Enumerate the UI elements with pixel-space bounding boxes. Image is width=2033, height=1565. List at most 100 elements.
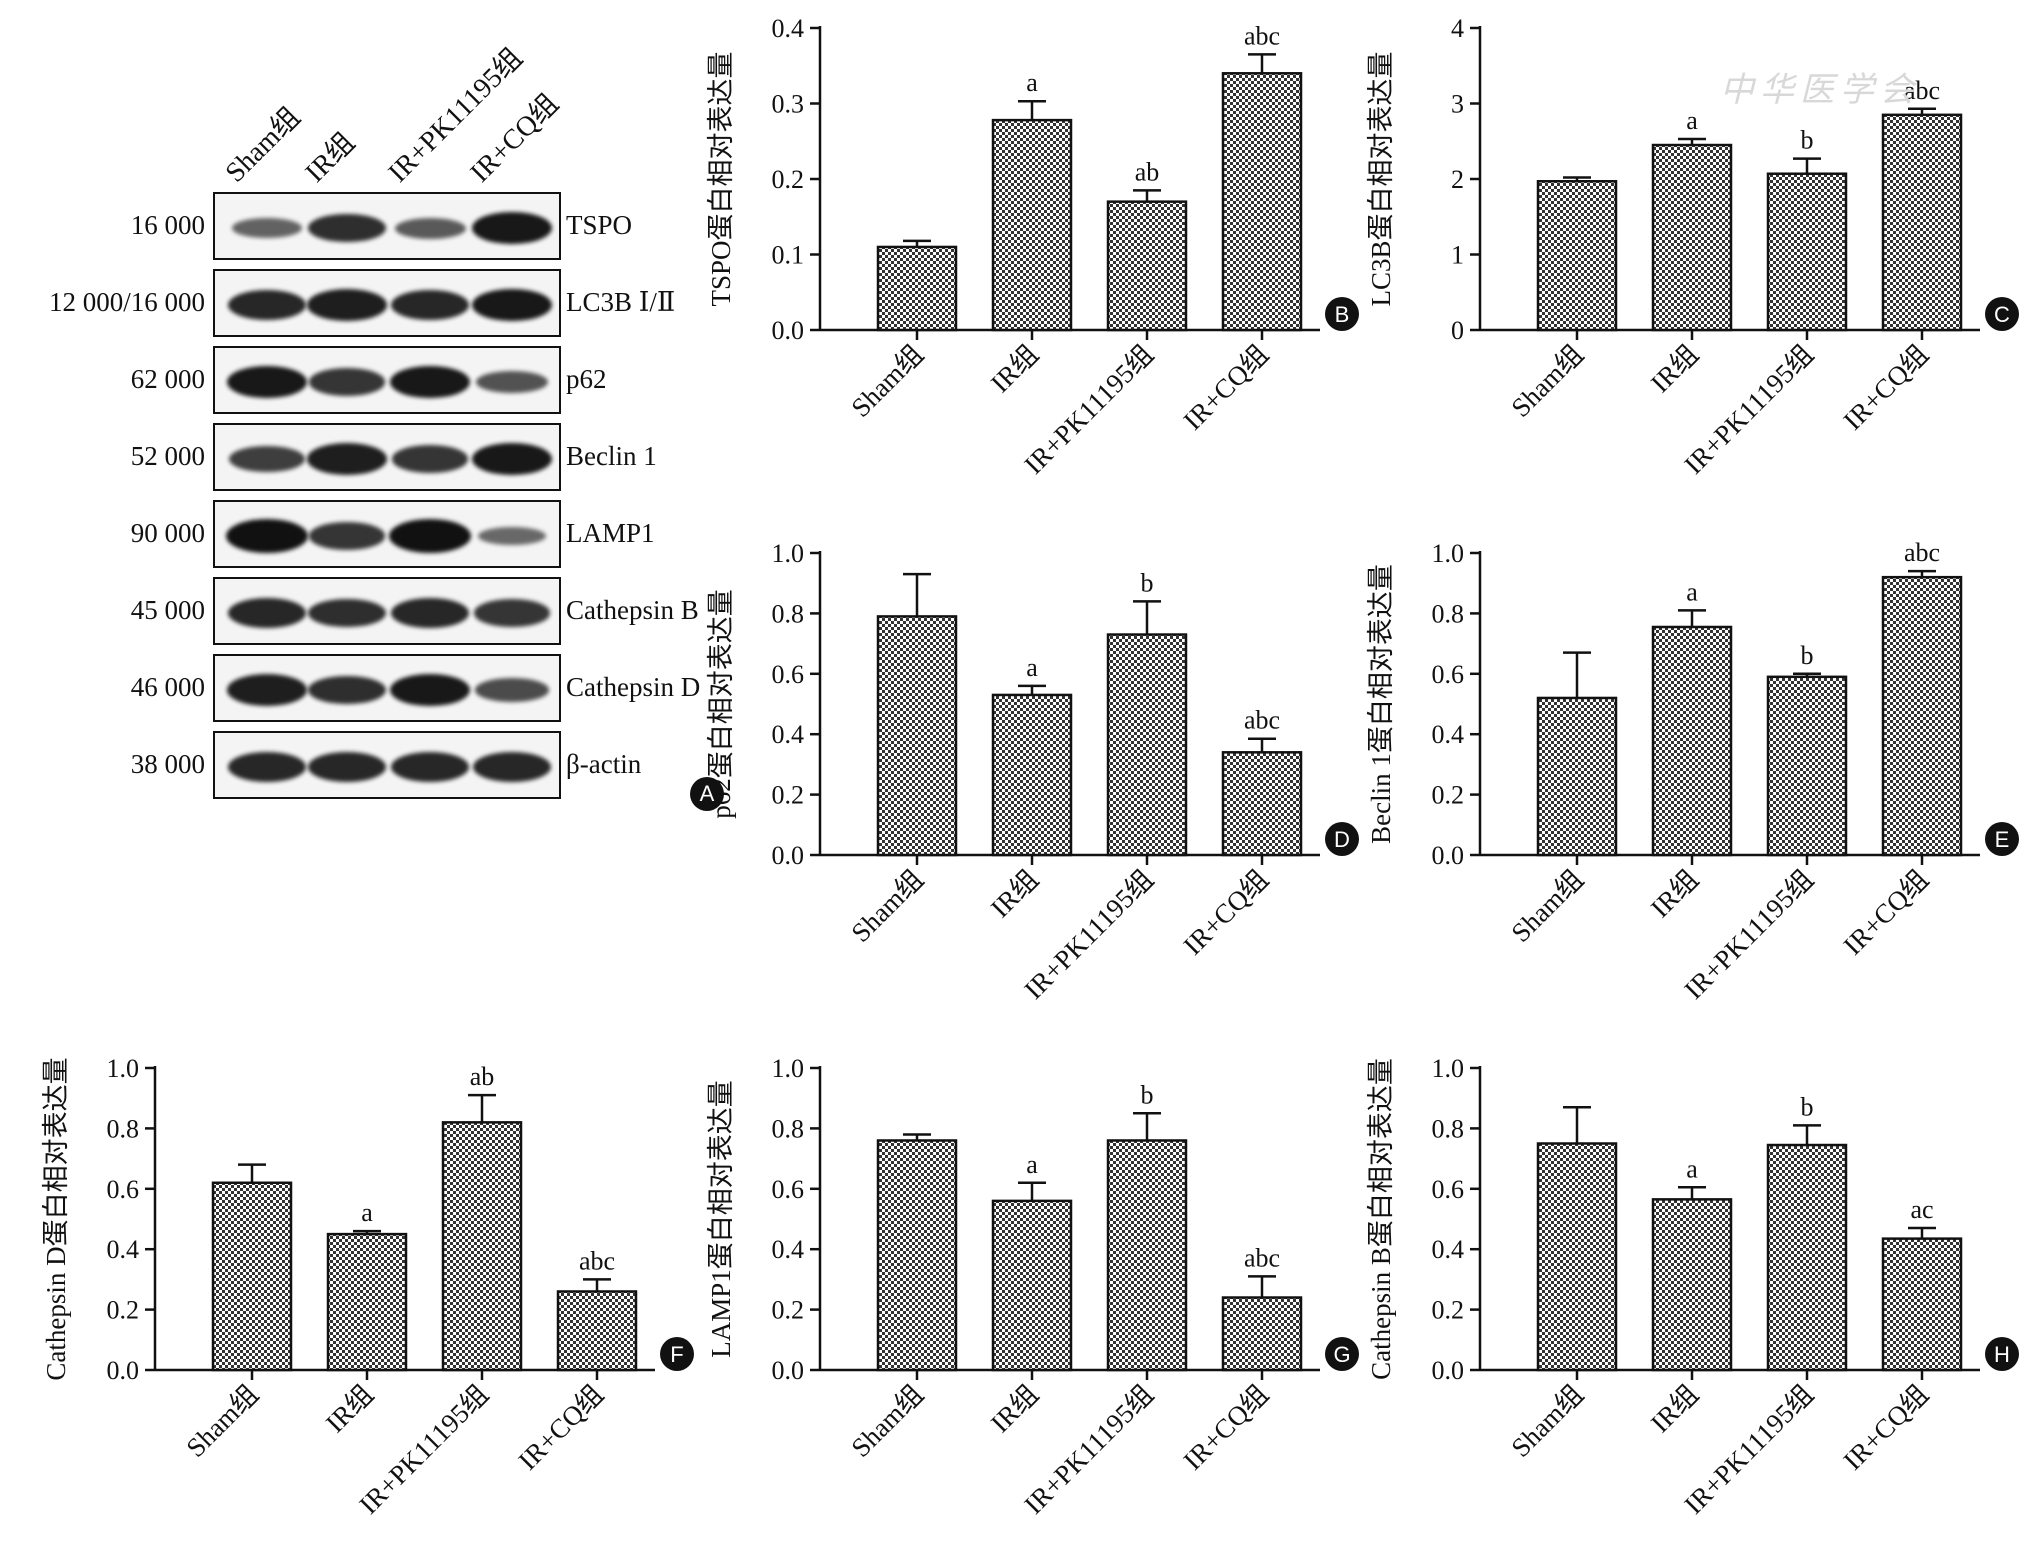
y-tick-label: 0.1 xyxy=(772,241,805,270)
panel-letter-circle xyxy=(1985,1337,2019,1371)
bar xyxy=(211,1181,293,1372)
bar xyxy=(1221,751,1303,857)
bar xyxy=(1221,72,1303,332)
blot-band xyxy=(389,519,471,553)
blot-band xyxy=(227,289,307,321)
significance-label: ab xyxy=(470,1062,495,1091)
significance-label: b xyxy=(1141,1080,1154,1109)
blot-band xyxy=(394,217,466,239)
bar xyxy=(326,1232,408,1372)
significance-label: abc xyxy=(1904,538,1940,567)
y-tick-label: 0 xyxy=(1451,316,1464,345)
y-tick-label: 0.0 xyxy=(107,1356,140,1385)
y-axis-label: LC3B蛋白相对表达量 xyxy=(1366,51,1396,306)
y-tick-label: 0.2 xyxy=(1432,1296,1465,1325)
y-tick-label: 0.2 xyxy=(772,781,805,810)
blot-band xyxy=(227,674,307,706)
significance-label: b xyxy=(1801,641,1814,670)
significance-label: a xyxy=(1026,68,1038,97)
y-tick-label: 1.0 xyxy=(107,1054,140,1083)
x-tick-label: IR组 xyxy=(320,1379,379,1438)
blot-band xyxy=(226,519,308,553)
blot-strip xyxy=(213,654,561,722)
panel-letter: B xyxy=(1335,302,1350,327)
chart-b: 0.0 0.1 0.2 0.3 0.4 TSPO蛋白相对表达量 Sham组 a IR组 ab IR+… xyxy=(706,14,1359,480)
x-tick-label: Sham组 xyxy=(845,1379,929,1463)
x-tick-label: Sham组 xyxy=(1505,339,1589,423)
blot-strip xyxy=(213,577,561,645)
x-tick-label: IR+CQ组 xyxy=(1178,864,1275,961)
bar xyxy=(1536,696,1618,857)
x-tick-label: IR组 xyxy=(985,339,1044,398)
y-axis-label: LAMP1蛋白相对表达量 xyxy=(706,1080,736,1358)
watermark: 中华医学会 xyxy=(1720,72,1920,109)
x-tick-label: Sham组 xyxy=(1505,1379,1589,1463)
protein-label: p62 xyxy=(566,364,607,394)
y-tick-label: 0.6 xyxy=(1432,660,1465,689)
x-tick-label: IR组 xyxy=(1645,864,1704,923)
bar xyxy=(1536,1142,1618,1372)
molecular-weight-label: 46 000 xyxy=(130,672,205,702)
panel-letter: H xyxy=(1994,1342,2010,1367)
blot-strip xyxy=(213,269,561,337)
blot-band xyxy=(307,443,387,475)
blot-strip xyxy=(213,731,561,799)
y-tick-label: 0.0 xyxy=(1432,1356,1465,1385)
molecular-weight-label: 12 000/16 000 xyxy=(48,287,205,317)
blot-band xyxy=(390,597,470,629)
blot-band xyxy=(308,522,386,550)
blot-band xyxy=(473,599,551,627)
molecular-weight-label: 38 000 xyxy=(130,749,205,779)
panel-letter: D xyxy=(1334,827,1350,852)
blot-band xyxy=(308,675,386,705)
y-tick-label: 0.8 xyxy=(772,1114,805,1143)
molecular-weight-label: 52 000 xyxy=(130,441,205,471)
protein-label: LC3B Ⅰ/Ⅱ xyxy=(566,287,676,317)
molecular-weight-label: 90 000 xyxy=(130,518,205,548)
y-tick-label: 0.2 xyxy=(772,165,805,194)
y-tick-label: 0.0 xyxy=(1432,841,1465,870)
molecular-weight-label: 45 000 xyxy=(130,595,205,625)
significance-label: b xyxy=(1801,126,1814,155)
bar xyxy=(876,615,958,857)
y-tick-label: 0.6 xyxy=(1432,1175,1465,1204)
y-tick-label: 0.4 xyxy=(107,1235,140,1264)
bar xyxy=(1536,180,1618,332)
x-tick-label: IR+CQ组 xyxy=(1838,339,1935,436)
bar xyxy=(1766,1143,1848,1372)
significance-label: abc xyxy=(1244,1243,1280,1272)
significance-label: abc xyxy=(579,1246,615,1275)
bar xyxy=(556,1290,638,1372)
chart-h: 0.0 0.2 0.4 0.6 0.8 1.0 Cathepsin B蛋白相对表达量 Sham… xyxy=(1366,1054,2019,1520)
significance-label: ab xyxy=(1135,157,1160,186)
panel-letter: G xyxy=(1333,1342,1350,1367)
blot-band xyxy=(308,213,386,243)
x-tick-label: Sham组 xyxy=(845,339,929,423)
bar xyxy=(1221,1296,1303,1372)
y-tick-label: 0.4 xyxy=(1432,720,1465,749)
panel-letter-circle xyxy=(660,1337,694,1371)
bar xyxy=(1106,1139,1188,1372)
blot-band xyxy=(391,445,469,473)
x-tick-label: IR组 xyxy=(1645,339,1704,398)
blot-band xyxy=(472,751,552,783)
chart-d: 0.00.20.40.60.81.0p62蛋白相对表达量Sham组aIR组bIR… xyxy=(706,539,1359,1005)
y-tick-label: 0.8 xyxy=(772,599,805,628)
panel-letter-circle xyxy=(1985,297,2019,331)
y-tick-label: 0.6 xyxy=(772,660,805,689)
blot-band xyxy=(471,442,553,476)
blot-band xyxy=(227,751,307,783)
y-tick-label: 0.2 xyxy=(1432,781,1465,810)
bar xyxy=(1766,675,1848,857)
significance-label: a xyxy=(1026,1150,1038,1179)
y-axis-label: Cathepsin B蛋白相对表达量 xyxy=(1366,1058,1396,1380)
y-tick-label: 0.6 xyxy=(772,1175,805,1204)
blot-band xyxy=(390,289,470,321)
y-tick-label: 0.8 xyxy=(1432,599,1465,628)
y-tick-label: 0.4 xyxy=(772,1235,805,1264)
y-tick-label: 0.4 xyxy=(1432,1235,1465,1264)
panel-letter-circle xyxy=(1325,297,1359,331)
y-tick-label: 0.0 xyxy=(772,316,805,345)
